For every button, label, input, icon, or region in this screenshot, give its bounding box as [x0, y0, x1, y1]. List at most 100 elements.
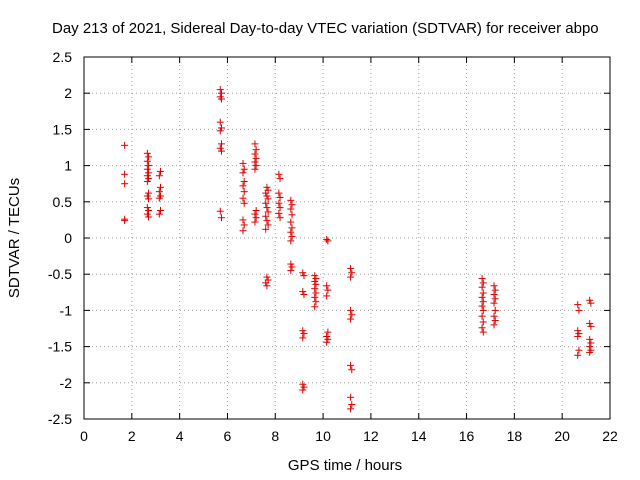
data-point	[347, 361, 355, 369]
data-point	[587, 322, 595, 330]
data-point	[263, 204, 271, 212]
data-point	[348, 311, 356, 319]
data-point	[478, 283, 486, 291]
y-tick-label: -1	[60, 302, 73, 318]
data-point	[155, 188, 163, 196]
data-point	[312, 298, 320, 306]
data-point	[240, 221, 248, 229]
x-tick-label: 16	[459, 428, 475, 444]
data-point	[276, 214, 284, 222]
y-tick-label: 2	[64, 85, 72, 101]
data-point	[478, 275, 486, 283]
data-point	[145, 175, 153, 183]
data-point	[262, 212, 270, 220]
y-axis-label: SDTVAR / TECUs	[6, 178, 23, 298]
x-tick-label: 6	[224, 428, 232, 444]
x-tick-label: 22	[602, 428, 618, 444]
x-tick-label: 12	[363, 428, 379, 444]
y-tick-label: 1.5	[53, 121, 73, 137]
data-point	[490, 312, 498, 320]
x-tick-label: 10	[315, 428, 331, 444]
data-point	[276, 175, 284, 183]
data-point	[478, 293, 486, 301]
data-point	[574, 351, 582, 359]
data-point	[121, 180, 129, 188]
data-point	[586, 348, 594, 356]
x-tick-label: 2	[128, 428, 136, 444]
y-tick-label: -2	[60, 375, 73, 391]
data-point	[300, 330, 308, 338]
data-point	[262, 279, 270, 287]
data-point	[287, 228, 295, 236]
data-point	[143, 192, 151, 200]
data-point	[348, 366, 356, 374]
data-point	[157, 206, 165, 214]
data-point	[586, 335, 594, 343]
data-point	[276, 204, 284, 212]
x-tick-label: 4	[176, 428, 184, 444]
data-point	[217, 95, 225, 103]
data-point	[300, 272, 308, 280]
x-tick-label: 18	[507, 428, 523, 444]
data-point	[287, 260, 295, 268]
data-point	[348, 269, 356, 277]
data-point	[262, 189, 270, 197]
data-point	[287, 196, 295, 204]
y-tick-label: -0.5	[48, 266, 72, 282]
data-point	[217, 214, 225, 222]
data-point	[239, 169, 247, 177]
data-point	[312, 280, 320, 288]
data-point	[300, 290, 308, 298]
data-point	[216, 127, 224, 135]
data-point	[288, 233, 296, 241]
data-point	[216, 118, 224, 126]
x-tick-labels: 0 2 4 6 8 10 12 14 16 18 20 22	[80, 428, 618, 444]
y-tick-labels: 2.5 2 1.5 1 0.5 0 -0.5 -1 -1.5 -2 -2.5	[48, 49, 72, 427]
data-point	[143, 210, 151, 218]
data-point	[288, 263, 296, 271]
data-point	[275, 170, 283, 178]
data-point	[586, 296, 594, 304]
data-point	[575, 306, 583, 314]
data-point	[263, 273, 271, 281]
data-point	[323, 235, 331, 243]
data-point	[479, 289, 487, 297]
data-point	[143, 165, 151, 173]
data-point	[252, 206, 260, 214]
data-point	[251, 150, 259, 158]
x-tick-label: 14	[411, 428, 427, 444]
data-point	[479, 306, 487, 314]
data-point	[143, 204, 151, 212]
data-point	[121, 141, 129, 149]
data-point	[324, 335, 332, 343]
data-point	[491, 306, 499, 314]
data-point	[121, 170, 129, 178]
data-point	[240, 199, 248, 207]
data-point	[587, 339, 595, 347]
data-point	[155, 210, 163, 218]
data-point	[586, 319, 594, 327]
data-point	[275, 199, 283, 207]
data-point	[251, 218, 259, 226]
data-point	[239, 182, 247, 190]
data-point	[575, 346, 583, 354]
data-point	[143, 149, 151, 157]
data-point	[155, 172, 163, 180]
data-point	[251, 210, 259, 218]
y-tick-label: -1.5	[48, 339, 72, 355]
data-point	[299, 269, 307, 277]
data-point	[479, 318, 487, 326]
data-point	[145, 153, 153, 161]
data-point	[264, 208, 272, 216]
y-tick-label: 1	[64, 158, 72, 174]
data-point	[311, 277, 319, 285]
data-point	[288, 201, 296, 209]
data-point	[216, 207, 224, 215]
data-point	[275, 209, 283, 217]
data-point	[263, 282, 271, 290]
data-point	[324, 328, 332, 336]
data-point	[275, 189, 283, 197]
data-point	[262, 199, 270, 207]
data-point	[157, 167, 165, 175]
y-tick-label: -2.5	[48, 411, 72, 427]
